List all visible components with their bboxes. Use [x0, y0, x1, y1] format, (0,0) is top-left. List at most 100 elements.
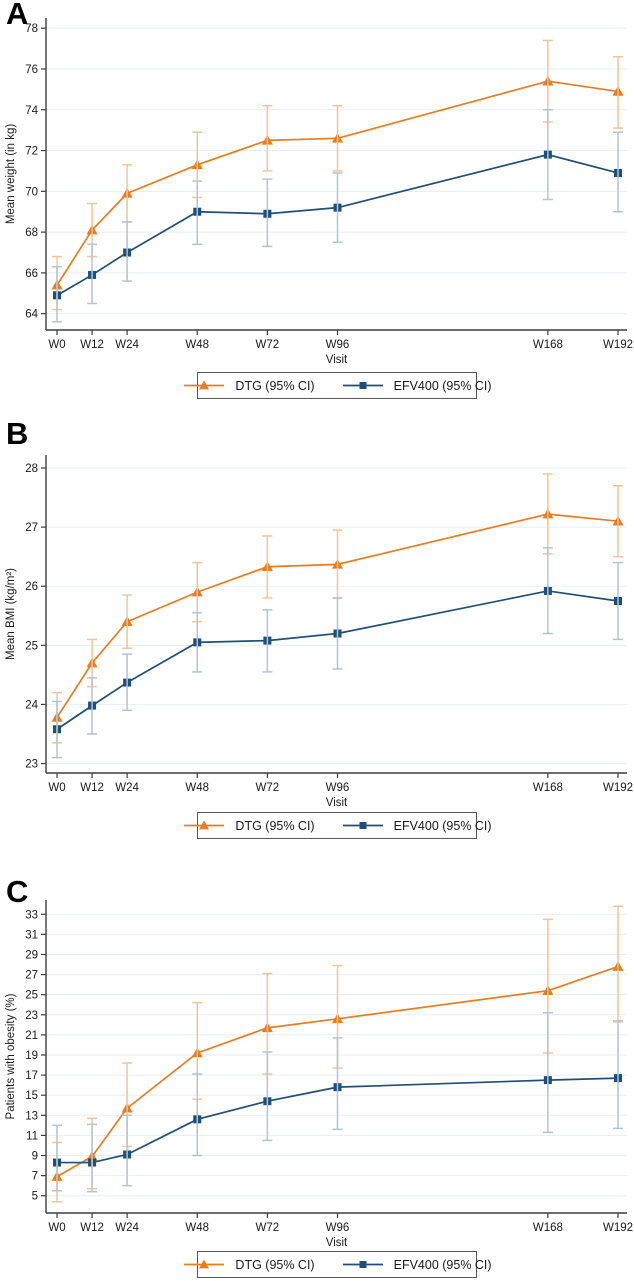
dtg-line-marker-icon	[184, 1259, 225, 1269]
y-axis-title: Mean BMI (kg/m²)	[5, 568, 17, 660]
panel-b-legend: DTG (95% CI) EFV400 (95% CI)	[184, 812, 492, 839]
svg-text:W0: W0	[48, 339, 65, 351]
svg-text:W96: W96	[326, 1222, 350, 1234]
x-axis-ticks: W0 W12 W24 W48 W72 W96 W168 W192	[48, 773, 633, 794]
svg-text:28: 28	[25, 463, 38, 475]
svg-text:W48: W48	[185, 339, 209, 351]
x-axis-ticks: W0 W12 W24 W48 W72 W96 W168 W192	[48, 1213, 633, 1234]
svg-text:W0: W0	[48, 1222, 65, 1234]
panel-c: C 5 7 9 11 13 15 17 19 21 23 25 27 29 31 33 W0 W12 W24 W48…	[0, 874, 634, 1281]
svg-text:W72: W72	[256, 1222, 280, 1234]
y-axis-title: Patients with obesity (%)	[5, 993, 17, 1119]
gridlines	[46, 467, 627, 765]
legend-item-efv400: EFV400 (95% CI)	[341, 1258, 492, 1272]
svg-text:13: 13	[25, 1110, 38, 1122]
efv400-line-marker-icon	[342, 382, 383, 389]
svg-text:W72: W72	[256, 339, 280, 351]
svg-text:W192: W192	[603, 782, 633, 794]
ci-efv400	[52, 1012, 623, 1193]
svg-text:24: 24	[25, 699, 38, 711]
efv400-line-marker-icon	[342, 1261, 383, 1268]
svg-text:W12: W12	[80, 782, 104, 794]
legend-item-efv400: EFV400 (95% CI)	[341, 379, 492, 393]
svg-text:W48: W48	[185, 782, 209, 794]
legend-item-dtg: DTG (95% CI)	[182, 818, 315, 833]
svg-text:7: 7	[32, 1171, 38, 1183]
svg-text:64: 64	[25, 309, 38, 321]
legend-label-dtg: DTG (95% CI)	[235, 818, 315, 833]
svg-text:W24: W24	[115, 782, 139, 794]
svg-text:W96: W96	[326, 339, 350, 351]
panel-b-label: B	[6, 416, 29, 451]
svg-text:W168: W168	[533, 339, 563, 351]
legend-label-dtg: DTG (95% CI)	[235, 1257, 315, 1272]
svg-text:W12: W12	[80, 1222, 104, 1234]
x-axis-title: Visit	[326, 354, 348, 366]
panel-a-legend: DTG (95% CI) EFV400 (95% CI)	[184, 372, 492, 399]
y-axis-ticks: 5 7 9 11 13 15 17 19 21 23 25 27 29 31 33	[25, 909, 46, 1203]
y-axis-ticks: 23 24 25 26 27 28	[25, 463, 46, 771]
svg-text:29: 29	[25, 949, 38, 961]
svg-text:17: 17	[25, 1070, 38, 1082]
svg-text:W72: W72	[256, 782, 280, 794]
svg-text:27: 27	[25, 970, 38, 982]
svg-text:26: 26	[25, 581, 38, 593]
legend-item-dtg: DTG (95% CI)	[182, 378, 315, 393]
svg-text:W24: W24	[115, 339, 139, 351]
legend-label-efv400: EFV400 (95% CI)	[393, 378, 492, 393]
svg-text:70: 70	[25, 186, 38, 198]
legend-item-efv400: EFV400 (95% CI)	[341, 819, 492, 833]
panel-b-chart: 23 24 25 26 27 28 W0 W12 W24 W48 W72 W96 W168 W192 Vis…	[5, 455, 633, 808]
legend-label-efv400: EFV400 (95% CI)	[393, 818, 492, 833]
svg-text:76: 76	[25, 64, 38, 76]
axes	[45, 900, 627, 1214]
svg-text:W168: W168	[533, 782, 563, 794]
svg-text:25: 25	[25, 990, 38, 1002]
panel-c-legend: DTG (95% CI) EFV400 (95% CI)	[184, 1251, 492, 1278]
svg-text:31: 31	[25, 929, 38, 941]
svg-text:66: 66	[25, 268, 38, 280]
svg-text:74: 74	[25, 105, 38, 117]
y-axis-ticks: 64 66 68 70 72 74 76 78	[25, 23, 46, 321]
svg-text:5: 5	[32, 1191, 38, 1203]
legend-label-dtg: DTG (95% CI)	[235, 378, 315, 393]
panel-a: A 64 66 68 70 72 74 76 78 W0 W12 W24 W48 W72 W96 W168 W…	[0, 0, 634, 420]
legend-label-efv400: EFV400 (95% CI)	[393, 1257, 492, 1272]
svg-text:W192: W192	[603, 1222, 633, 1234]
svg-text:21: 21	[25, 1030, 38, 1042]
panel-c-chart: 5 7 9 11 13 15 17 19 21 23 25 27 29 31 33 W0 W12 W24 W48 W7…	[5, 900, 633, 1248]
svg-text:9: 9	[32, 1151, 38, 1163]
svg-text:W192: W192	[603, 339, 633, 351]
svg-text:11: 11	[26, 1130, 38, 1142]
panel-a-chart: 64 66 68 70 72 74 76 78 W0 W12 W24 W48 W72 W96 W168 W19…	[5, 18, 633, 366]
svg-text:19: 19	[25, 1050, 38, 1062]
axes	[45, 455, 627, 774]
svg-text:23: 23	[25, 1010, 38, 1022]
svg-text:W24: W24	[115, 1222, 139, 1234]
gridlines	[46, 913, 627, 1197]
svg-text:15: 15	[25, 1090, 38, 1102]
x-axis-ticks: W0 W12 W24 W48 W72 W96 W168 W192	[48, 330, 633, 351]
axes	[45, 18, 627, 331]
svg-text:W48: W48	[185, 1222, 209, 1234]
x-axis-title: Visit	[326, 1237, 348, 1248]
ci-efv400	[52, 109, 623, 323]
gridlines	[46, 27, 627, 315]
y-axis-title: Mean weight (in kg)	[5, 124, 17, 225]
svg-text:W96: W96	[326, 782, 350, 794]
svg-text:33: 33	[25, 909, 38, 921]
panel-b: B 23 24 25 26 27 28 W0 W12 W24 W48 W72 W96 W168 W192 V…	[0, 416, 634, 878]
dtg-line-marker-icon	[184, 820, 225, 830]
svg-text:W12: W12	[80, 339, 104, 351]
panel-a-label: A	[6, 0, 29, 31]
svg-text:68: 68	[25, 227, 38, 239]
x-axis-title: Visit	[326, 797, 348, 808]
svg-text:72: 72	[25, 146, 38, 158]
svg-text:W0: W0	[48, 782, 65, 794]
ci-efv400	[52, 547, 623, 759]
svg-text:W168: W168	[533, 1222, 563, 1234]
dtg-line-marker-icon	[184, 380, 225, 390]
svg-text:27: 27	[25, 522, 38, 534]
svg-text:78: 78	[25, 23, 38, 35]
